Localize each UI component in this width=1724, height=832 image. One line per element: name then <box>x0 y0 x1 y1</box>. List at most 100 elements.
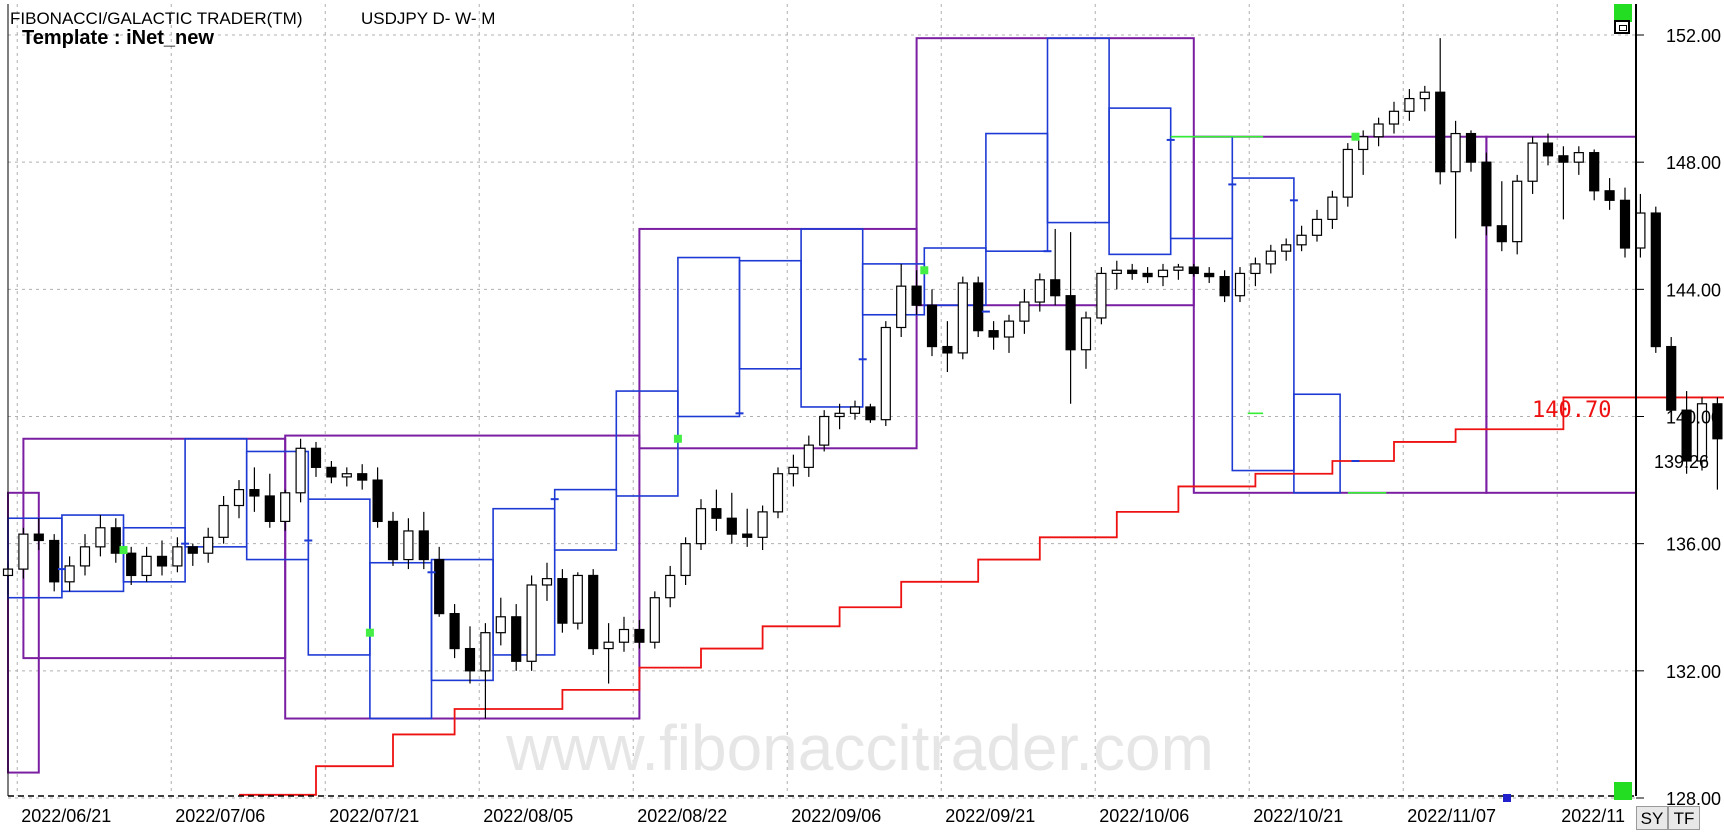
price-tick-label: 148.00 <box>1666 153 1721 173</box>
weekly-box <box>307 498 371 656</box>
weekly-box <box>985 132 1049 252</box>
candle-body-down <box>326 466 337 478</box>
projection-lines <box>1170 135 1387 494</box>
candle-body-down <box>726 517 737 535</box>
candle-body-up <box>680 543 691 577</box>
trailing-stop-line <box>239 396 1724 796</box>
status-indicator-bottom[interactable] <box>1614 782 1632 800</box>
candle-body-up <box>526 584 537 662</box>
candle-body-down <box>973 282 984 332</box>
candle-body-down <box>464 647 476 672</box>
weekly-box <box>800 228 864 408</box>
trailing-stop-path <box>239 396 1724 796</box>
candle-body-down <box>372 479 383 523</box>
candle-body-down <box>1650 212 1661 348</box>
candle-body-up <box>1342 148 1353 198</box>
candle-body-up <box>957 282 968 354</box>
candle-body-up <box>95 527 106 548</box>
candle-body-down <box>942 345 953 354</box>
candle-body-down <box>1204 272 1215 278</box>
candle-body-down <box>49 539 60 583</box>
date-tick-label: 2022/11/07 <box>1407 806 1496 826</box>
tf-button[interactable]: TF <box>1668 806 1700 830</box>
monthly-boxes <box>7 37 1638 774</box>
template-label: Template : iNet_new <box>22 27 214 49</box>
monthly-box <box>284 434 641 720</box>
candle-body-down <box>418 530 429 561</box>
candle-body-up <box>1404 97 1415 112</box>
candle-body-up <box>1250 263 1261 275</box>
candle-body-up <box>79 546 91 567</box>
weekly-box <box>1169 135 1234 240</box>
candle-body-up <box>218 504 229 538</box>
candle-body-up <box>341 473 352 478</box>
weekly-box <box>677 256 741 418</box>
candle-body-up <box>618 628 630 643</box>
candle-body-down <box>1142 272 1153 278</box>
candle-body-up <box>1034 279 1045 303</box>
date-tick-label: 2022/08/22 <box>637 806 727 826</box>
price-tick-label: 132.00 <box>1666 662 1721 682</box>
weekly-boxes <box>7 37 1341 720</box>
stop-price-label: 140.70 <box>1532 398 1611 423</box>
candle-body-down <box>357 473 368 481</box>
candle-body-down <box>449 613 460 650</box>
candle-body-up <box>1111 269 1122 275</box>
date-axis-labels: 2022/06/21 2022/07/06 2022/07/21 2022/08/05… <box>21 806 1625 826</box>
candle-body-up <box>280 492 291 523</box>
status-indicator-top[interactable] <box>1614 4 1632 22</box>
candle-body-down <box>511 616 522 662</box>
candle-body-down <box>33 533 44 542</box>
candle-body-down <box>1712 403 1723 440</box>
candle-body-down <box>988 330 999 338</box>
date-tick-label: 2022/07/21 <box>329 806 419 826</box>
candle-body-down <box>310 447 322 468</box>
weekly-box <box>1293 393 1341 494</box>
candle-body-up <box>834 412 845 418</box>
watermark: www.fibonaccitrader.com <box>505 712 1214 784</box>
sy-button[interactable]: SY <box>1636 806 1668 830</box>
candle-body-up <box>1265 250 1276 265</box>
date-tick-label: 2022/06/21 <box>21 806 111 826</box>
candle-body-down <box>126 552 137 577</box>
candle-body-up <box>480 632 491 672</box>
symbol-label: USDJPY D- W- M <box>361 9 496 28</box>
candle-body-down <box>1496 225 1507 243</box>
axes <box>7 4 1637 797</box>
candle-body-down <box>1542 142 1554 157</box>
date-tick-label: 2022/10/21 <box>1253 806 1343 826</box>
candle-body-down <box>1619 199 1631 249</box>
candle-body-up <box>1635 212 1646 249</box>
candle-body-up <box>1096 272 1107 319</box>
candle-body-down <box>742 533 753 538</box>
candle-body-up <box>1696 403 1708 462</box>
candle-body-up <box>18 533 29 570</box>
candle-body-down <box>387 520 399 561</box>
candle-body-up <box>172 546 183 567</box>
candle-body-up <box>772 473 784 513</box>
candle-body-up <box>896 285 907 329</box>
candle-body-up <box>665 574 676 599</box>
candle-body-down <box>865 406 876 421</box>
candle-body-up <box>1388 110 1400 125</box>
candle-body-up <box>880 326 891 421</box>
last-price-label: 139.26 <box>1654 452 1709 472</box>
date-tick-label: 2022/07/06 <box>175 806 265 826</box>
candle-body-down <box>634 628 645 643</box>
candle-body-up <box>1296 234 1307 246</box>
date-tick-label: 2022/10/06 <box>1099 806 1189 826</box>
green-marker <box>1351 132 1360 141</box>
candle-body-up <box>695 508 707 545</box>
candle-body-up <box>495 616 506 634</box>
restore-window-icon[interactable] <box>1614 20 1630 34</box>
weekly-box <box>122 526 186 583</box>
candle-body-down <box>156 555 168 567</box>
date-tick-label: 2022/11 <box>1561 806 1625 826</box>
candle-body-up <box>803 444 814 468</box>
candle-body-up <box>1080 317 1092 351</box>
candle-body-up <box>1234 272 1246 297</box>
scroll-position-marker[interactable] <box>1503 794 1511 802</box>
candle-body-down <box>911 285 922 306</box>
candle-body-down <box>1666 345 1677 411</box>
candle-body-up <box>1450 132 1461 173</box>
